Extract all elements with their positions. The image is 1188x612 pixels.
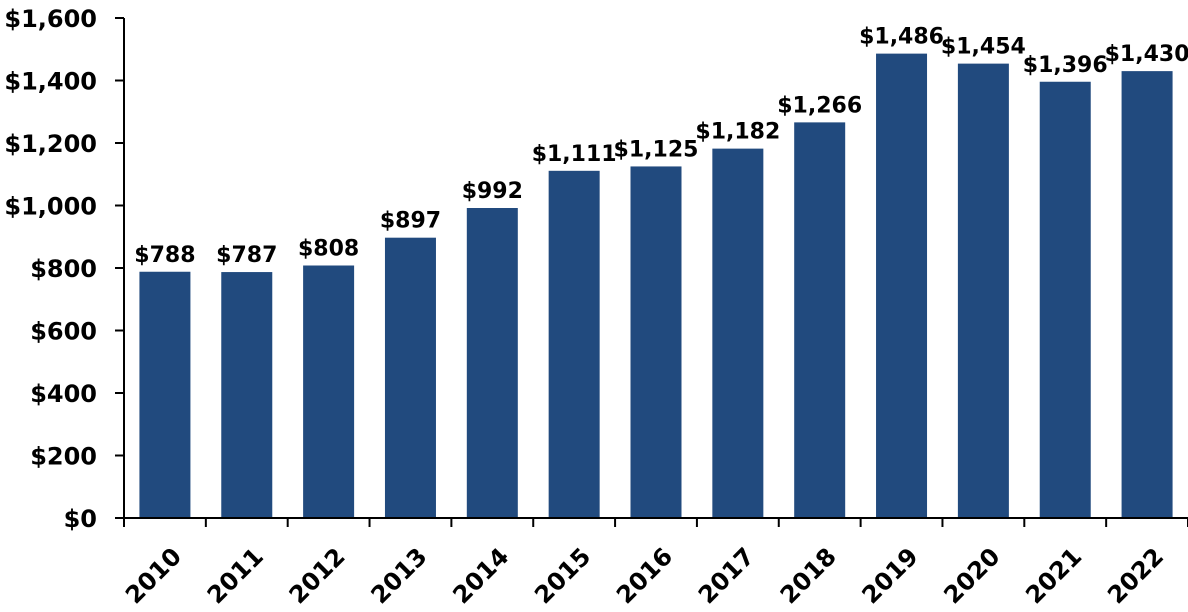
x-tick-label-2021: 2021 (1020, 542, 1087, 609)
y-tick-label: $1,600 (4, 5, 97, 33)
bar-2014 (466, 208, 518, 518)
x-tick-label-2012: 2012 (284, 542, 351, 609)
bar-2022 (1121, 71, 1173, 518)
bar-2020 (957, 63, 1009, 518)
bar-2011 (221, 272, 273, 518)
x-tick-label-2015: 2015 (529, 542, 596, 609)
bar-2010 (139, 271, 191, 518)
data-label-2019: $1,486 (859, 25, 944, 50)
bar-2019 (876, 53, 928, 518)
data-label-2013: $897 (380, 209, 441, 234)
y-tick-label: $400 (30, 380, 97, 408)
y-tick-label: $1,400 (4, 68, 97, 96)
y-tick-label: $1,200 (4, 130, 97, 158)
data-label-2015: $1,111 (532, 142, 617, 167)
y-tick-label: $200 (30, 443, 97, 471)
x-tick-label-2011: 2011 (202, 542, 269, 609)
bar-2017 (712, 148, 764, 518)
bar-2021 (1039, 81, 1091, 518)
x-tick-label-2019: 2019 (857, 542, 924, 609)
x-tick-label-2020: 2020 (938, 542, 1005, 609)
data-label-2016: $1,125 (614, 137, 699, 162)
x-tick-label-2013: 2013 (366, 542, 433, 609)
x-tick-label-2010: 2010 (120, 542, 187, 609)
bar-2015 (548, 170, 600, 518)
y-tick-label: $600 (30, 318, 97, 346)
data-label-2010: $788 (134, 243, 195, 268)
data-label-2020: $1,454 (941, 35, 1026, 60)
data-labels: $788 $787 $808$897$992$1,111$1,125$1,182$1… (134, 25, 1188, 268)
bar-2013 (384, 237, 436, 518)
y-tick-label: $800 (30, 255, 97, 283)
y-tick-label: $0 (64, 505, 97, 533)
data-label-2017: $1,182 (695, 120, 780, 145)
y-tick-label: $1,000 (4, 193, 97, 221)
x-tick-label-2014: 2014 (447, 542, 514, 609)
data-label-2022: $1,430 (1105, 42, 1188, 67)
x-tick-label-2017: 2017 (693, 542, 760, 609)
x-tick-label-2018: 2018 (775, 542, 842, 609)
data-label-2012: $808 (298, 237, 359, 262)
x-tick-label-2016: 2016 (611, 542, 678, 609)
bar-2016 (630, 166, 682, 518)
bars (139, 53, 1173, 518)
data-label-2011: $787 (216, 243, 277, 268)
data-label-2014: $992 (462, 179, 523, 204)
bar-2012 (303, 265, 355, 518)
x-tick-label-2022: 2022 (1102, 542, 1169, 609)
bar-2018 (794, 122, 846, 518)
data-label-2018: $1,266 (777, 93, 862, 118)
data-label-2021: $1,396 (1023, 53, 1108, 78)
